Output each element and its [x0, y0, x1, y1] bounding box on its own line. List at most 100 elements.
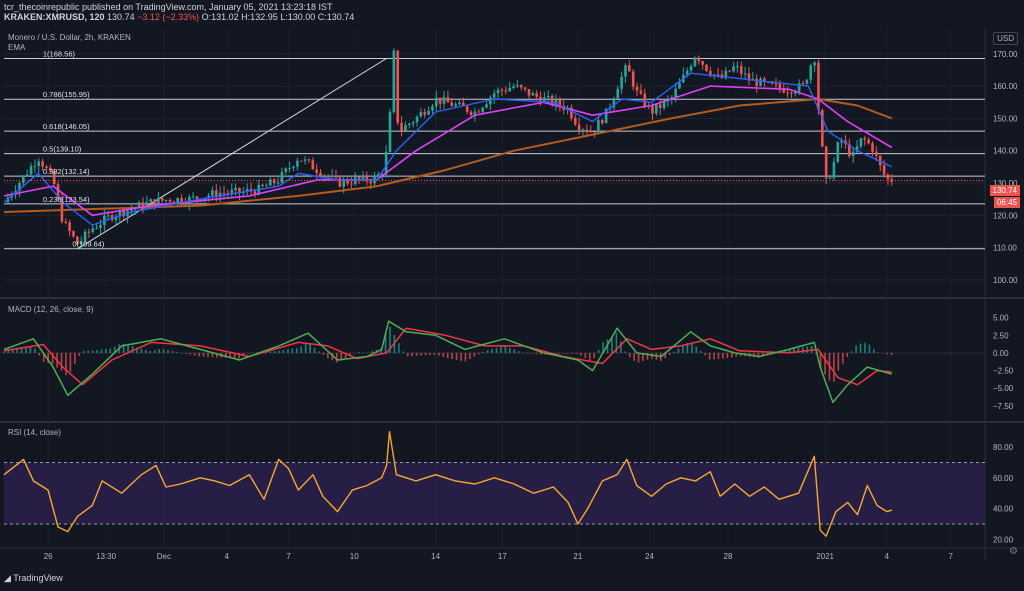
- macd-histogram-bar: [841, 352, 844, 364]
- candle-body: [226, 193, 230, 195]
- candle-body: [543, 97, 546, 103]
- candle-body: [79, 241, 83, 245]
- candle-body: [357, 177, 361, 179]
- candle-body: [238, 187, 241, 194]
- candle-body: [689, 66, 693, 71]
- symbol-name[interactable]: KRAKEN:XMRUSD, 120: [4, 12, 105, 22]
- candle-body: [280, 172, 284, 183]
- candle-body: [628, 65, 631, 72]
- candle-body: [712, 74, 716, 76]
- candle-body: [203, 197, 207, 201]
- candle-body: [164, 200, 168, 202]
- macd-histogram-bar: [682, 345, 684, 353]
- macd-histogram-bar: [540, 352, 542, 355]
- macd-histogram-bar: [877, 352, 880, 354]
- macd-histogram-bar: [3, 351, 5, 353]
- candle-body: [22, 175, 25, 183]
- candle-body: [697, 57, 701, 62]
- macd-histogram-bar: [340, 352, 342, 361]
- gear-icon[interactable]: ⚙: [1009, 546, 1018, 557]
- candle-body: [867, 139, 870, 144]
- macd-histogram-bar: [717, 352, 720, 359]
- macd-histogram-bar: [495, 347, 498, 353]
- candle-body: [269, 179, 272, 186]
- rsi-label[interactable]: RSI (14, close): [8, 428, 61, 437]
- macd-histogram-bar: [873, 349, 875, 353]
- candle-body: [172, 201, 176, 203]
- macd-histogram-bar: [34, 348, 36, 353]
- macd-histogram-bar: [731, 352, 733, 358]
- macd-histogram-bar: [784, 350, 786, 353]
- candle-body: [261, 184, 264, 186]
- macd-histogram-bar: [500, 346, 502, 353]
- macd-histogram-bar: [42, 352, 45, 362]
- candle-body: [728, 70, 731, 72]
- candle-body: [601, 120, 604, 124]
- macd-histogram-bar: [504, 346, 507, 353]
- candle-body: [284, 168, 288, 173]
- macd-histogram-bar: [588, 352, 591, 361]
- candle-body: [157, 197, 160, 206]
- macd-histogram-bar: [11, 349, 14, 353]
- macd-histogram-bar: [531, 352, 533, 354]
- tradingview-brand: TradingView: [13, 573, 63, 583]
- candle-body: [52, 170, 56, 185]
- macd-histogram-bar: [171, 351, 174, 353]
- macd-histogram-bar: [424, 352, 427, 356]
- macd-histogram-bar: [344, 352, 347, 359]
- rsi-line: [3, 431, 893, 537]
- candle-body: [624, 65, 627, 77]
- candle-body: [550, 96, 554, 105]
- candle-body: [99, 225, 102, 228]
- candle-body: [886, 174, 890, 180]
- macd-histogram-bar: [624, 351, 627, 353]
- macd-label[interactable]: MACD (12, 26, close, 9): [8, 305, 94, 314]
- candle-body: [110, 215, 114, 220]
- candle-body: [419, 112, 423, 117]
- macd-histogram-bar: [571, 352, 573, 354]
- macd-histogram-bar: [16, 348, 18, 353]
- macd-histogram-bar: [833, 352, 835, 382]
- candle-body: [485, 104, 488, 108]
- candle-body: [404, 125, 407, 131]
- candle-body: [292, 166, 295, 168]
- macd-histogram-bar: [87, 350, 89, 353]
- macd-histogram-bar: [788, 349, 791, 353]
- macd-histogram-bar: [415, 352, 418, 356]
- candle-body: [759, 78, 762, 86]
- currency-button[interactable]: USD: [993, 32, 1018, 45]
- symbol-line: KRAKEN:XMRUSD, 120 130.74 −3.12 (−2.33%)…: [4, 12, 354, 22]
- candle-body: [37, 161, 41, 167]
- macd-histogram-bar: [637, 352, 640, 363]
- candle-body: [840, 140, 843, 143]
- rsi-tick-label-0: 80.00: [993, 443, 1014, 452]
- macd-histogram-bar: [509, 347, 511, 353]
- macd-histogram-bar: [722, 352, 724, 359]
- macd-histogram-bar: [371, 351, 374, 353]
- macd-histogram-bar: [100, 349, 103, 353]
- candle-body: [195, 196, 199, 200]
- time-tick-label-0: 26: [44, 552, 53, 561]
- macd-histogram-bar: [256, 352, 258, 353]
- candle-body: [512, 86, 515, 88]
- candle-body: [635, 86, 639, 91]
- price-tick-label-6: 160.00: [993, 82, 1018, 91]
- candle-body: [446, 97, 450, 103]
- macd-histogram-bar: [380, 348, 382, 353]
- candle-body: [481, 107, 484, 113]
- macd-histogram-bar: [846, 352, 849, 357]
- candle-body: [519, 85, 523, 88]
- rsi-tick-label-1: 60.00: [993, 474, 1014, 483]
- candle-body: [365, 175, 369, 182]
- macd-histogram-bar: [704, 352, 706, 356]
- candle-body: [701, 61, 704, 65]
- ema-label[interactable]: EMA: [8, 43, 26, 52]
- candle-body: [504, 90, 508, 92]
- candle-body: [458, 102, 461, 105]
- macd-histogram-bar: [686, 343, 689, 353]
- countdown-tag: 06:45: [993, 197, 1020, 208]
- candle-body: [95, 227, 98, 229]
- macd-histogram-bar: [109, 348, 112, 353]
- candle-body: [431, 106, 434, 111]
